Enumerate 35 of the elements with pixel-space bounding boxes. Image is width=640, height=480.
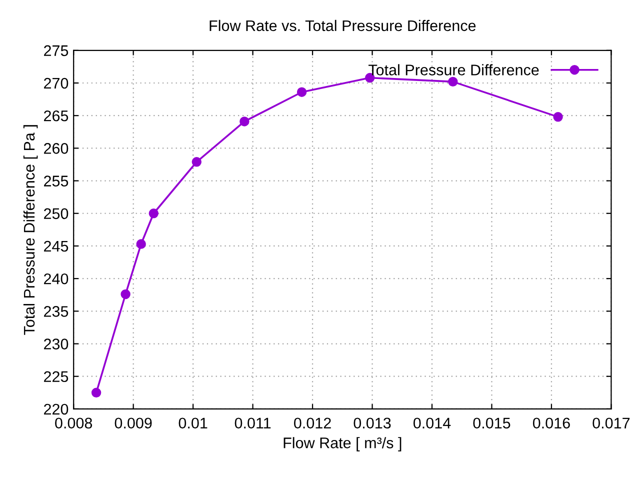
y-axis-title: Total Pressure Difference [ Pa ] bbox=[23, 125, 38, 335]
x-tick-label: 0.011 bbox=[234, 418, 271, 429]
chart-title: Flow Rate vs. Total Pressure Difference bbox=[210, 20, 476, 32]
x-tick-label: 0.016 bbox=[532, 418, 570, 429]
y-tick-label: 220 bbox=[44, 404, 68, 415]
point bbox=[448, 76, 458, 87]
x-tick-label: 0.01 bbox=[178, 418, 208, 429]
x-tick-label: 0.012 bbox=[294, 418, 331, 429]
point bbox=[553, 112, 563, 122]
x-tick-label: 0.017 bbox=[592, 418, 630, 429]
x-axis-title: Flow Rate [ m³/s ] bbox=[284, 437, 402, 452]
x-tick-label: 0.009 bbox=[114, 418, 152, 429]
y-tick-label: 275 bbox=[44, 45, 68, 56]
x-tick-label: 0.008 bbox=[55, 418, 92, 429]
y-tick-label: 230 bbox=[44, 338, 68, 350]
y-tick-label: 270 bbox=[44, 78, 68, 89]
point bbox=[148, 208, 159, 218]
point bbox=[240, 116, 250, 126]
x-tick-label: 0.013 bbox=[354, 418, 391, 429]
point bbox=[296, 87, 307, 97]
y-tick-label: 240 bbox=[44, 273, 68, 284]
x-tick-label: 0.015 bbox=[473, 418, 510, 429]
point bbox=[91, 388, 102, 398]
y-tick-label: 265 bbox=[44, 110, 68, 122]
y-tick-label: 260 bbox=[44, 143, 68, 154]
point bbox=[192, 157, 202, 167]
y-tick-label: 250 bbox=[44, 208, 68, 220]
y-tick-label: 245 bbox=[44, 240, 68, 252]
x-tick-label: 0.014 bbox=[413, 418, 451, 429]
y-tick-label: 255 bbox=[44, 176, 68, 186]
point bbox=[136, 239, 146, 249]
legend-label: Total Pressure Difference bbox=[368, 64, 539, 76]
y-tick-label: 225 bbox=[44, 371, 68, 382]
point bbox=[120, 289, 130, 300]
y-tick-label: 235 bbox=[44, 306, 68, 317]
